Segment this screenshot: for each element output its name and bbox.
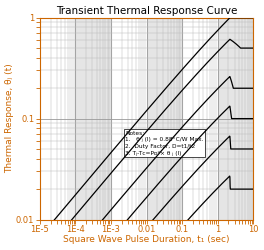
X-axis label: Square Wave Pulse Duration, t₁ (sec): Square Wave Pulse Duration, t₁ (sec) — [63, 236, 230, 244]
Y-axis label: Thermal Response, θⱼ (t): Thermal Response, θⱼ (t) — [6, 64, 15, 174]
Bar — [147, 18, 182, 220]
Bar — [76, 18, 111, 220]
Text: Notes:
1.   θ ⱼ (l) = 0.88°C/W Max.
2.  Duty Factor, D=t1/t2
3. Tⱼ-Tᴄ=Pᴅᵊ× θ ⱼ (: Notes: 1. θ ⱼ (l) = 0.88°C/W Max. 2. Dut… — [125, 131, 204, 156]
Title: Transient Thermal Response Curve: Transient Thermal Response Curve — [56, 6, 237, 16]
